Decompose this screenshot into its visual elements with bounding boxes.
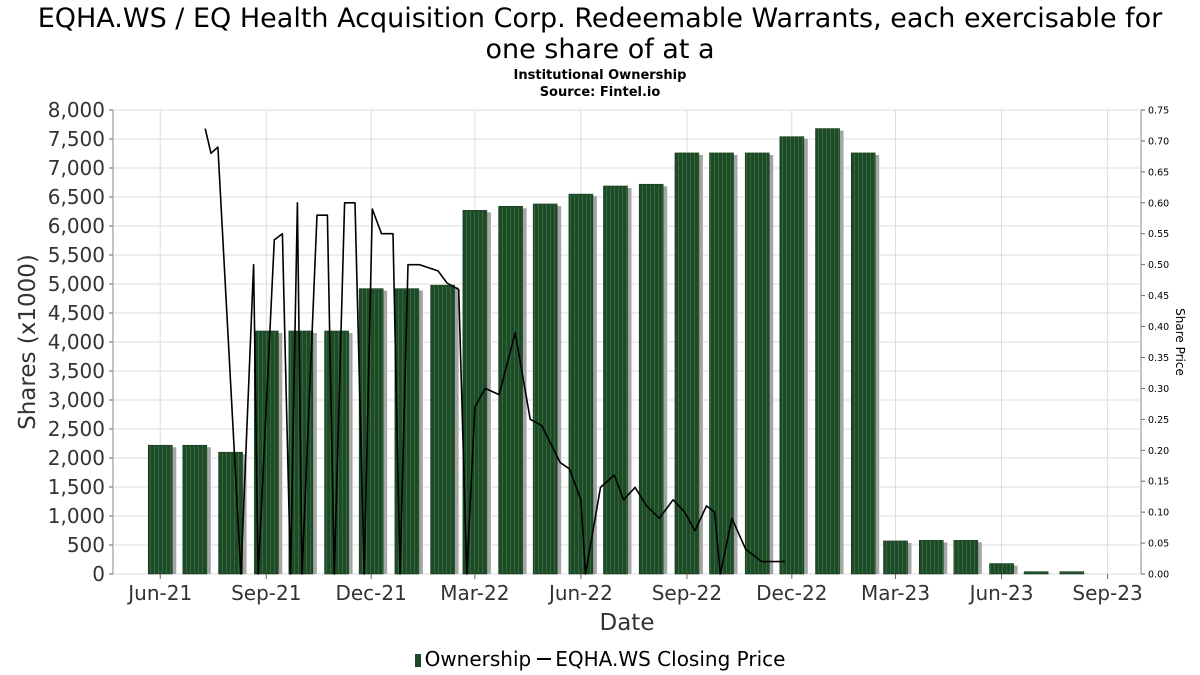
legend-price-label: EQHA.WS Closing Price: [555, 647, 786, 671]
x-axis-ticks: Jun-21 Sep-21 Dec-21 Mar-22 Jun-22 Sep-22 Dec-…: [126, 574, 1143, 605]
ownership-bar: [568, 193, 594, 575]
ownership-bar: [1059, 571, 1085, 575]
ownership-bar: [953, 540, 979, 575]
y-tick-label: 1,500: [48, 475, 105, 499]
ownership-bar: [744, 152, 770, 575]
y2-tick-label: 0.00: [1148, 570, 1169, 581]
ownership-bar: [430, 284, 455, 575]
ownership-bar: [674, 152, 700, 575]
ownership-bar: [779, 136, 805, 575]
y2-tick-label: 0.05: [1148, 539, 1169, 550]
y2-tick-label: 0.70: [1148, 136, 1169, 147]
y-tick-label: 2,500: [48, 417, 105, 441]
y-tick-label: 6,000: [48, 214, 105, 238]
x-tick-label: Jun-21: [126, 581, 192, 605]
ownership-bar: [709, 152, 734, 575]
y-tick-label: 500: [67, 533, 105, 557]
y2-tick-label: 0.50: [1148, 260, 1169, 271]
x-tick-label: Jun-22: [547, 581, 613, 605]
y-tick-label: 8,000: [48, 98, 105, 122]
y-tick-label: 7,000: [48, 156, 105, 180]
y2-tick-label: 0.25: [1148, 415, 1169, 426]
x-tick-label: Sep-21: [231, 581, 301, 605]
y-tick-label: 5,000: [48, 272, 105, 296]
ownership-bar: [498, 205, 523, 575]
ownership-bar: [324, 330, 349, 575]
ownership-bar: [603, 185, 628, 575]
y-tick-label: 5,500: [48, 243, 105, 267]
y2-tick-label: 0.45: [1148, 291, 1169, 302]
x-tick-label: Jun-23: [968, 581, 1034, 605]
y2-axis-label: Share Price: [1173, 308, 1187, 376]
y2-tick-label: 0.20: [1148, 446, 1169, 457]
chart-subtitle: Institutional Ownership: [513, 68, 687, 83]
legend-price-swatch: [537, 658, 552, 660]
x-tick-label: Dec-22: [756, 581, 827, 605]
price-line-group: [204, 128, 785, 575]
ownership-bar: [218, 451, 243, 575]
y2-tick-label: 0.10: [1148, 508, 1169, 519]
y-tick-label: 0: [92, 562, 105, 586]
price-line: [204, 128, 785, 575]
y2-tick-label: 0.60: [1148, 198, 1169, 209]
y-tick-label: 4,000: [48, 330, 105, 354]
x-axis-label: Date: [600, 610, 655, 636]
y2-tick-label: 0.30: [1148, 384, 1169, 395]
y-tick-label: 3,500: [48, 359, 105, 383]
ownership-bar: [850, 152, 876, 575]
ownership-bar: [883, 540, 908, 575]
ownership-bar: [532, 203, 558, 575]
y-tick-label: 6,500: [48, 185, 105, 209]
ownership-bar: [815, 128, 840, 575]
ownership-bar: [989, 563, 1014, 575]
y-tick-label: 3,000: [48, 388, 105, 412]
x-tick-label: Mar-22: [440, 581, 509, 605]
legend: Ownership EQHA.WS Closing Price: [0, 647, 1200, 671]
x-tick-label: Sep-23: [1072, 581, 1142, 605]
y-tick-label: 2,000: [48, 446, 105, 470]
y-axis-label: Shares (x1000): [15, 254, 41, 430]
ownership-bar: [182, 444, 208, 575]
chart-source: Source: Fintel.io: [539, 85, 661, 100]
y2-tick-label: 0.35: [1148, 353, 1169, 364]
ownership-bar: [638, 183, 664, 575]
chart-title-line-2: one share of at a: [485, 34, 715, 65]
y-tick-label: 4,500: [48, 301, 105, 325]
x-tick-label: Mar-23: [861, 581, 930, 605]
y-axis-ticks: 0 500 1,000 1,500 2,000 2,500 3,000 3,500 4,000 4…: [48, 98, 113, 586]
ownership-bar: [147, 444, 173, 575]
legend-ownership-swatch: [414, 654, 421, 667]
y-tick-label: 7,500: [48, 127, 105, 151]
legend-ownership-label: Ownership: [424, 647, 532, 671]
x-tick-label: Dec-21: [335, 581, 406, 605]
y2-tick-label: 0.55: [1148, 229, 1169, 240]
x-tick-label: Sep-22: [652, 581, 722, 605]
y2-tick-label: 0.65: [1148, 167, 1169, 178]
y2-tick-label: 0.75: [1148, 106, 1169, 117]
chart-title-line-1: EQHA.WS / EQ Health Acquisition Corp. Re…: [37, 3, 1163, 34]
y2-tick-label: 0.40: [1148, 322, 1169, 333]
ownership-bar: [1023, 571, 1049, 575]
ownership-bar: [918, 540, 944, 575]
y2-tick-label: 0.15: [1148, 477, 1169, 488]
y2-axis-ticks: 0.00 0.05 0.10 0.15 0.20 0.25 0.30 0.35 0.40 0.45…: [1141, 106, 1169, 581]
y-tick-label: 1,000: [48, 504, 105, 528]
